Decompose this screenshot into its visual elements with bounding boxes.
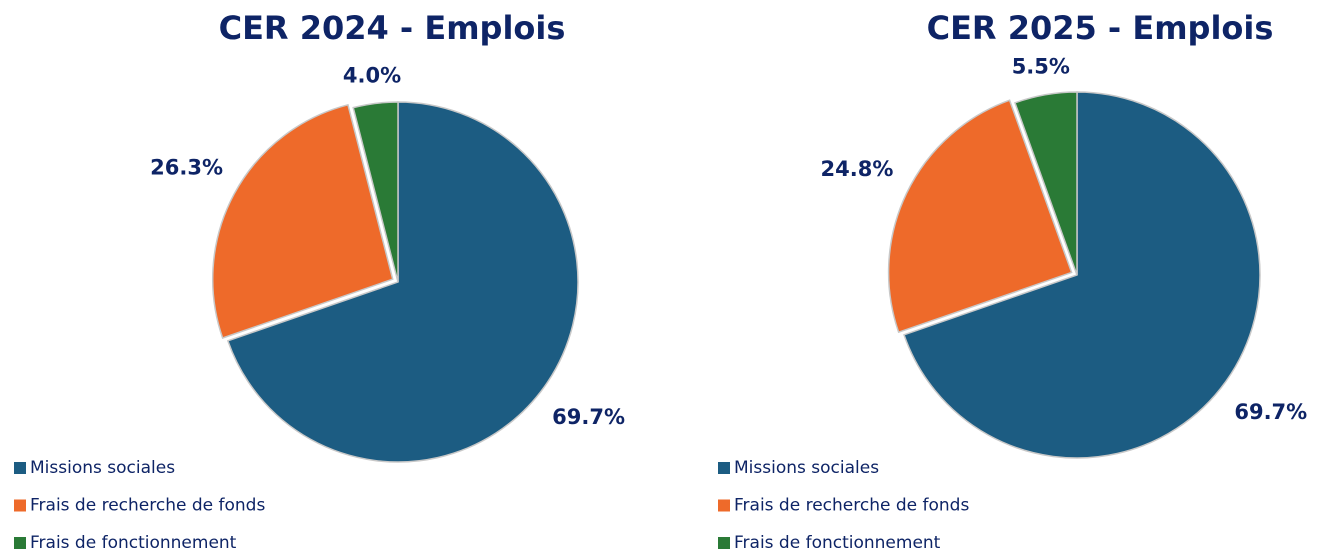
legend-swatch [718, 537, 730, 549]
legend-label: Missions sociales [30, 458, 175, 478]
pie-slice [1014, 91, 1078, 276]
pie-slice [226, 101, 579, 463]
pie-slice [352, 101, 399, 283]
legend-swatch [718, 499, 730, 512]
legend-label: Missions sociales [734, 458, 879, 478]
value-label: 69.7% [552, 405, 625, 429]
legend-label: Frais de recherche de fonds [30, 496, 265, 516]
value-label: 69.7% [1234, 400, 1307, 424]
value-label: 5.5% [1012, 55, 1070, 79]
value-label: 26.3% [150, 155, 223, 179]
legend-label: Frais de fonctionnement [30, 533, 237, 553]
pie-slice [887, 99, 1073, 334]
legend-label: Frais de recherche de fonds [734, 496, 969, 516]
legend-swatch [718, 462, 730, 474]
chart-title: CER 2025 - Emplois [927, 9, 1274, 47]
legend-swatch [14, 462, 26, 474]
pie-slice [903, 91, 1261, 459]
legend-swatch [14, 537, 26, 549]
legend-label: Frais de fonctionnement [734, 533, 941, 553]
legend-swatch [14, 499, 26, 512]
value-label: 24.8% [821, 157, 894, 181]
value-label: 4.0% [343, 64, 401, 88]
pie-slice [212, 103, 394, 339]
chart-title: CER 2024 - Emplois [219, 9, 566, 47]
